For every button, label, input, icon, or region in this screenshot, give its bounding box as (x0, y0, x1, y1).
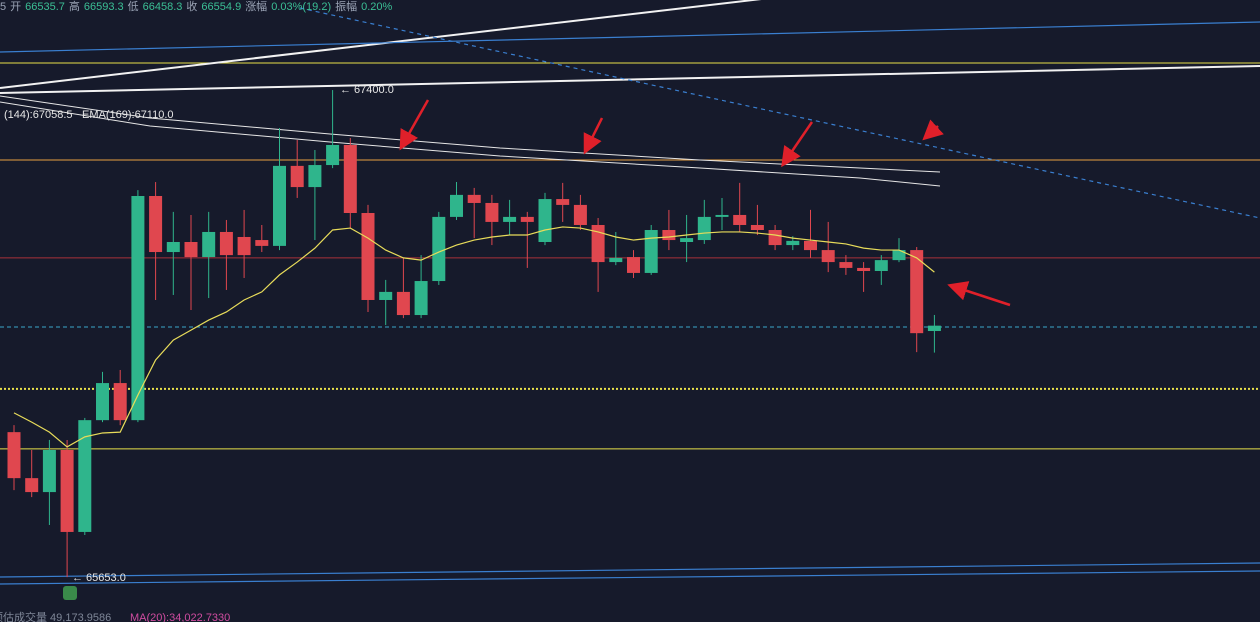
trendline (299, 7, 1260, 219)
trendline (0, 21, 1260, 53)
candle-body (786, 240, 800, 246)
candle-body (290, 165, 304, 188)
arrow (399, 99, 430, 151)
max-label: ← 67400.0 (340, 84, 394, 96)
candle-body (96, 383, 109, 421)
candle-body (343, 144, 357, 214)
candle-body (892, 250, 906, 261)
min-label: ← 65653.0 (72, 572, 126, 584)
candle-body (60, 449, 74, 532)
candle-body (255, 240, 269, 246)
trendline (0, 65, 1260, 94)
candle-body (503, 216, 517, 222)
icon (63, 586, 77, 600)
ema-curve (0, 101, 941, 187)
candle-body (450, 194, 463, 217)
candle-body (591, 224, 605, 263)
trendline (0, 570, 1260, 585)
candle-body (733, 214, 747, 225)
arrow (922, 119, 944, 141)
candle-body (273, 165, 286, 246)
value: 66554.9 (201, 1, 242, 13)
arrow (781, 121, 814, 168)
candle-body (804, 240, 817, 251)
candle-body (857, 267, 871, 271)
candle-body (467, 194, 481, 203)
label: 振幅 (335, 1, 358, 13)
candle-body (396, 291, 410, 316)
value: 66593.3 (83, 1, 124, 13)
candle-body (538, 199, 552, 242)
candle-body (697, 216, 711, 241)
candle-body (202, 231, 216, 258)
candle-body (432, 216, 446, 282)
candle-body (927, 325, 941, 332)
candle-body (644, 230, 658, 273)
candle-body (166, 241, 180, 253)
candle-body (821, 250, 835, 263)
ema-legend: (144):67058.5 (4, 109, 73, 121)
candle-body (131, 195, 145, 421)
candle-body (184, 241, 198, 258)
candle-body (839, 262, 853, 268)
arrow (947, 281, 1011, 307)
label: 高 (68, 1, 80, 13)
value: 66458.3 (142, 1, 183, 13)
ema-curve (0, 95, 941, 173)
candle-body (485, 202, 499, 222)
candle-body (113, 383, 127, 421)
trendline (0, 562, 1260, 578)
candle-body (42, 449, 56, 493)
candle-body (308, 165, 322, 188)
candle-body (609, 257, 623, 263)
ema-legend: EMA(169):67110.0 (82, 109, 174, 121)
value: 66535.7 (25, 1, 65, 13)
label: 开 (10, 1, 22, 13)
candle-body (149, 195, 163, 253)
candle-body (556, 199, 570, 205)
candle-body (573, 204, 587, 225)
label: 低 (127, 1, 139, 13)
value: 0.03%(19.2) (271, 1, 332, 13)
candle-body (680, 238, 694, 242)
ma-line (13, 226, 935, 448)
annotation-arrows (399, 99, 1011, 307)
candle-body (874, 260, 888, 271)
volume-ma-legend: MA(20):34,022.7330 (130, 612, 230, 622)
period: 5 (0, 1, 7, 13)
candle-body (520, 216, 534, 222)
candle-body (715, 214, 729, 217)
candle-body (627, 257, 640, 273)
candle-body (750, 224, 764, 231)
candle-body (237, 236, 251, 256)
candle-body (78, 420, 92, 532)
label: 收 (186, 1, 198, 13)
candle-body (219, 231, 233, 256)
candle-body (662, 230, 676, 241)
header: 5 开 66535.7 高 66593.3 低 66458.3 收 66554.… (0, 0, 392, 14)
candle-body (414, 281, 428, 316)
candle-body (25, 478, 39, 493)
candle-body (768, 230, 782, 246)
candle-body (7, 432, 21, 479)
volume-legend: 预估成交量 49,173.9586 (0, 610, 111, 622)
candle-body (326, 144, 340, 166)
candle-body (361, 213, 375, 300)
arrow (583, 117, 604, 155)
candle-body (379, 291, 393, 300)
label: 涨幅 (245, 1, 268, 13)
candle-body (910, 250, 924, 334)
value: 0.20% (361, 1, 393, 13)
